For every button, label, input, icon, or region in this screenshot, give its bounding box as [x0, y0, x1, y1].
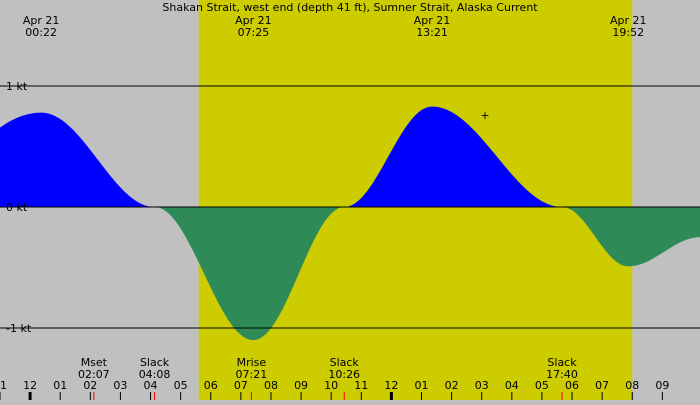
y-tick-labels: 1 kt 0 kt -1 kt — [6, 80, 32, 335]
top-date-label-1: Apr 21 — [235, 14, 272, 27]
x-tick-label-0: 11 — [0, 379, 7, 392]
x-tick-label-6: 05 — [174, 379, 188, 392]
top-date-label-2: Apr 21 — [414, 14, 451, 27]
x-tick-label-21: 08 — [625, 379, 639, 392]
x-tick-label-17: 04 — [505, 379, 519, 392]
event-name-0: Mset — [81, 356, 108, 369]
x-tick-label-22: 09 — [655, 379, 669, 392]
x-tick-label-16: 03 — [475, 379, 489, 392]
x-axis: 11 12 01 02 03 04 05 06 07 08 09 10 11 12 01 02 03 04 05 06… — [0, 379, 669, 400]
y-tick-label-1: 0 kt — [6, 201, 28, 214]
x-tick-label-12: 11 — [354, 379, 368, 392]
y-tick-label-0: 1 kt — [6, 80, 28, 93]
event-name-3: Slack — [330, 356, 360, 369]
x-tick-label-15: 02 — [445, 379, 459, 392]
x-tick-label-11: 10 — [324, 379, 338, 392]
x-tick-label-2: 01 — [53, 379, 67, 392]
top-time-label-2: 13:21 — [416, 26, 448, 39]
x-tick-label-20: 07 — [595, 379, 609, 392]
cursor-plus-icon: + — [480, 109, 489, 122]
x-tick-label-10: 09 — [294, 379, 308, 392]
event-labels: Mset02:07Slack04:08Mrise07:21Slack10:26S… — [78, 356, 578, 400]
top-date-label-3: Apr 21 — [610, 14, 647, 27]
x-tick-label-4: 03 — [113, 379, 127, 392]
flood-lobe-2 — [345, 106, 563, 207]
top-time-label-0: 00:22 — [25, 26, 57, 39]
top-time-label-3: 19:52 — [612, 26, 644, 39]
x-tick-label-3: 02 — [83, 379, 97, 392]
x-tick-label-5: 04 — [144, 379, 158, 392]
top-date-label-0: Apr 21 — [23, 14, 60, 27]
x-tick-label-7: 06 — [204, 379, 218, 392]
y-tick-label-2: -1 kt — [6, 322, 32, 335]
x-tick-label-1: 12 — [23, 379, 37, 392]
x-tick-label-19: 06 — [565, 379, 579, 392]
current-area — [0, 106, 700, 341]
event-time-0: 02:07 — [78, 368, 110, 381]
event-time-4: 17:40 — [546, 368, 578, 381]
ebb-lobe-3 — [563, 207, 700, 267]
x-tick-label-14: 01 — [415, 379, 429, 392]
event-name-2: Mrise — [237, 356, 267, 369]
ebb-lobe-1 — [155, 207, 345, 341]
gridlines — [0, 85, 700, 329]
x-tick-label-9: 08 — [264, 379, 278, 392]
event-time-1: 04:08 — [139, 368, 171, 381]
event-name-1: Slack — [140, 356, 170, 369]
x-tick-label-13: 12 — [384, 379, 398, 392]
event-time-3: 10:26 — [328, 368, 360, 381]
x-tick-label-8: 07 — [234, 379, 248, 392]
event-name-4: Slack — [547, 356, 577, 369]
flood-lobe-0 — [0, 112, 155, 207]
top-time-label-1: 07:25 — [238, 26, 270, 39]
event-time-2: 07:21 — [236, 368, 268, 381]
chart-title: Shakan Strait, west end (depth 41 ft), S… — [162, 1, 538, 14]
x-tick-label-18: 05 — [535, 379, 549, 392]
